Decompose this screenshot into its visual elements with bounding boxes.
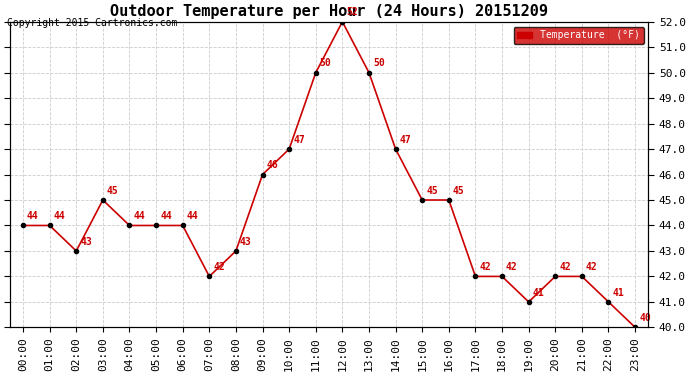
Text: 44: 44 xyxy=(160,211,172,221)
Text: 42: 42 xyxy=(480,262,491,272)
Legend: Temperature  (°F): Temperature (°F) xyxy=(513,27,644,44)
Text: 43: 43 xyxy=(240,237,252,247)
Text: 45: 45 xyxy=(107,186,119,196)
Title: Outdoor Temperature per Hour (24 Hours) 20151209: Outdoor Temperature per Hour (24 Hours) … xyxy=(110,4,548,19)
Text: 44: 44 xyxy=(54,211,66,221)
Text: 42: 42 xyxy=(213,262,225,272)
Text: 50: 50 xyxy=(319,58,331,68)
Text: 44: 44 xyxy=(27,211,39,221)
Text: 41: 41 xyxy=(613,288,624,297)
Text: 44: 44 xyxy=(187,211,199,221)
Text: 46: 46 xyxy=(266,160,278,170)
Text: 45: 45 xyxy=(453,186,464,196)
Text: 47: 47 xyxy=(400,135,411,145)
Text: 40: 40 xyxy=(639,313,651,323)
Text: 50: 50 xyxy=(373,58,385,68)
Text: 52: 52 xyxy=(346,8,358,17)
Text: 42: 42 xyxy=(586,262,598,272)
Text: 44: 44 xyxy=(133,211,145,221)
Text: Copyright 2015 Cartronics.com: Copyright 2015 Cartronics.com xyxy=(7,18,177,28)
Text: 45: 45 xyxy=(426,186,438,196)
Text: 42: 42 xyxy=(560,262,571,272)
Text: 47: 47 xyxy=(293,135,305,145)
Text: 43: 43 xyxy=(80,237,92,247)
Text: 41: 41 xyxy=(533,288,544,297)
Text: 42: 42 xyxy=(506,262,518,272)
